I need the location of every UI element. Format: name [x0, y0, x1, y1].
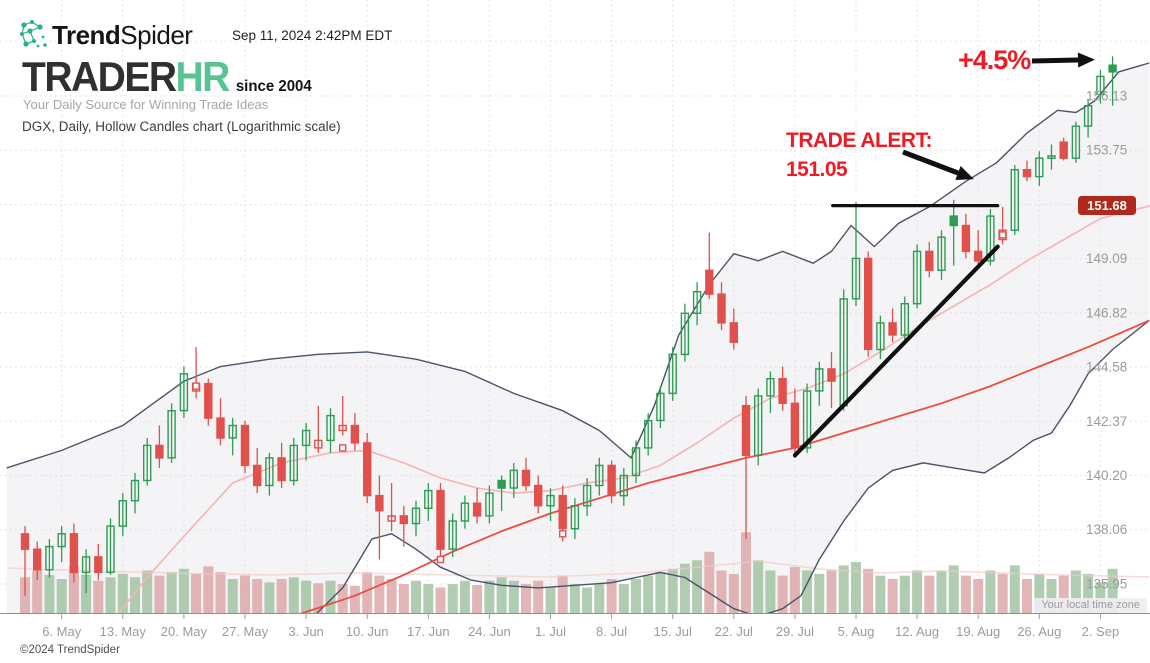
svg-text:27. May: 27. May: [222, 624, 269, 639]
brand-light: Spider: [120, 20, 193, 50]
svg-text:26. Aug: 26. Aug: [1017, 624, 1061, 639]
svg-text:6. May: 6. May: [42, 624, 82, 639]
svg-text:140.20: 140.20: [1086, 468, 1127, 483]
trendspider-wordmark: TrendSpider: [52, 20, 193, 51]
trendspider-logo-icon: [20, 20, 47, 48]
brand-bold: Trend: [52, 20, 121, 50]
traderhr-since: since 2004: [235, 77, 312, 96]
svg-text:15. Jul: 15. Jul: [654, 624, 692, 639]
svg-text:12. Aug: 12. Aug: [895, 624, 939, 639]
svg-text:135.95: 135.95: [1086, 577, 1127, 592]
svg-text:29. Jul: 29. Jul: [776, 624, 814, 639]
gain-annotation: +4.5%: [958, 45, 1031, 75]
svg-text:149.09: 149.09: [1086, 251, 1127, 266]
svg-text:20. May: 20. May: [161, 624, 208, 639]
svg-text:156.13: 156.13: [1086, 89, 1127, 104]
trade-alert-price: 151.05: [786, 158, 848, 181]
svg-text:142.37: 142.37: [1086, 414, 1127, 429]
trade-alert-line1: TRADE ALERT:: [786, 129, 933, 152]
svg-text:17. Jun: 17. Jun: [407, 624, 450, 639]
timezone-note: Your local time zone: [1034, 598, 1147, 613]
svg-text:3. Jun: 3. Jun: [288, 624, 323, 639]
svg-text:22. Jul: 22. Jul: [715, 624, 753, 639]
traderhr-tagline: Your Daily Source for Winning Trade Idea…: [23, 97, 269, 112]
svg-text:153.75: 153.75: [1086, 143, 1127, 158]
svg-text:144.58: 144.58: [1086, 360, 1127, 375]
chart-title: DGX, Daily, Hollow Candles chart (Logari…: [22, 119, 341, 134]
traderhr-main: TRADER: [22, 55, 177, 101]
svg-text:138.06: 138.06: [1086, 522, 1127, 537]
trade-alert-annotation: TRADE ALERT: 151.05: [786, 126, 933, 184]
svg-text:24. Jun: 24. Jun: [468, 624, 511, 639]
traderhr-accent: HR: [175, 55, 231, 101]
svg-text:1. Jul: 1. Jul: [535, 624, 566, 639]
svg-text:19. Aug: 19. Aug: [956, 624, 1000, 639]
svg-text:146.82: 146.82: [1086, 305, 1127, 320]
svg-text:13. May: 13. May: [100, 624, 147, 639]
svg-text:2. Sep: 2. Sep: [1082, 624, 1120, 639]
copyright-note: ©2024 TrendSpider: [20, 644, 120, 656]
svg-text:10. Jun: 10. Jun: [346, 624, 389, 639]
traderhr-logo: TRADERHR since 2004: [22, 55, 312, 102]
chart-timestamp: Sep 11, 2024 2:42PM EDT: [232, 28, 393, 43]
svg-text:8. Jul: 8. Jul: [596, 624, 627, 639]
svg-text:151.68: 151.68: [1087, 198, 1127, 213]
svg-text:5. Aug: 5. Aug: [838, 624, 875, 639]
